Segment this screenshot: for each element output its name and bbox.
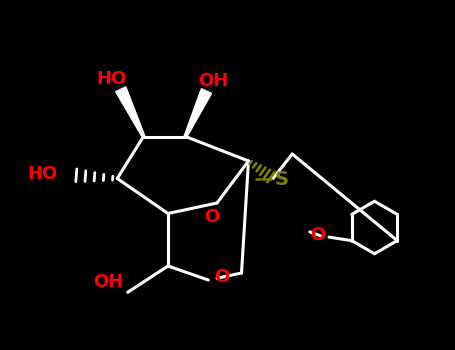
Polygon shape [116,87,145,137]
Text: OH: OH [93,273,124,292]
Text: O: O [310,226,325,244]
Text: S: S [275,170,289,189]
Polygon shape [184,89,212,137]
Text: HO: HO [27,165,58,183]
Text: OH: OH [198,71,228,90]
Text: O: O [204,208,219,226]
Text: O: O [215,267,230,286]
Text: HO: HO [97,70,127,88]
